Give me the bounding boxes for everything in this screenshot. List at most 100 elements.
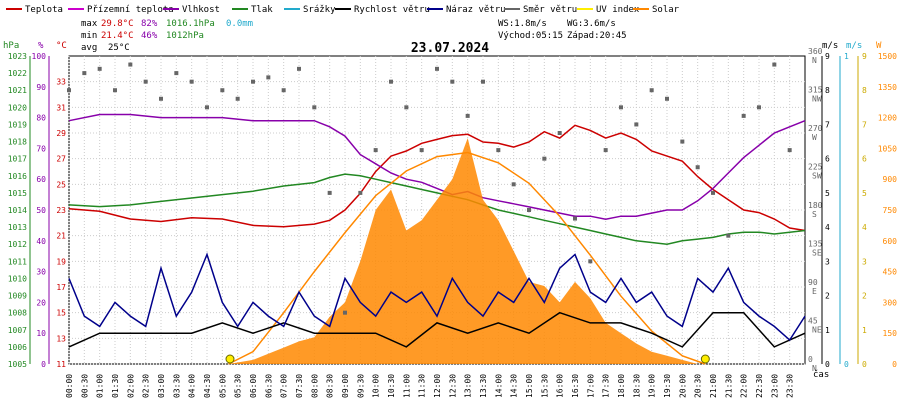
- tick-solar: 1350: [878, 83, 897, 92]
- winddir-point: [82, 71, 87, 76]
- x-tick-label: 13:00: [464, 374, 473, 398]
- winddir-point: [711, 190, 715, 195]
- legend-label-8: UV index: [596, 5, 640, 15]
- wind-wg: WG:3.6m/s: [567, 19, 616, 29]
- tick-uv: 6: [862, 155, 867, 164]
- sun-marker-0: [225, 354, 235, 364]
- winddir-point: [741, 113, 746, 118]
- stats-min-label: min: [81, 31, 97, 41]
- x-tick-label: 14:30: [510, 374, 519, 398]
- winddir-point: [757, 105, 761, 110]
- tick-temperature: 33: [56, 78, 66, 87]
- tick-windspeed: 1: [825, 326, 830, 335]
- winddir-point: [373, 148, 378, 153]
- tick-uv: 1: [862, 326, 867, 335]
- tick-uv: 4: [862, 223, 867, 232]
- x-tick-label: 06:30: [264, 374, 273, 398]
- x-tick-label: 23:30: [786, 374, 795, 398]
- winddir-point: [358, 190, 363, 195]
- tick-humidity: 70: [36, 144, 46, 153]
- x-tick-label: 22:00: [740, 374, 749, 398]
- winddir-point: [174, 71, 179, 76]
- tick-winddir-label: W: [812, 133, 817, 142]
- tick-uv: 2: [862, 292, 867, 301]
- tick-pressure: 1016: [8, 172, 27, 181]
- unit-cas: čas: [813, 369, 829, 380]
- tick-uv: 9: [862, 52, 867, 61]
- winddir-point: [389, 79, 393, 84]
- x-tick-label: 04:30: [203, 374, 212, 398]
- tick-windspeed: 0: [825, 360, 830, 369]
- tick-pressure: 1011: [8, 257, 27, 266]
- tick-winddir: 270: [808, 124, 823, 133]
- winddir-point: [343, 310, 347, 315]
- unit-hpa: hPa: [3, 41, 19, 51]
- x-tick-label: 07:00: [280, 374, 289, 398]
- series-4-line: [228, 151, 706, 365]
- winddir-point: [619, 105, 623, 110]
- tick-rain: 1: [844, 52, 849, 61]
- tick-humidity: 0: [41, 360, 46, 369]
- series-2-line: [68, 173, 806, 245]
- unit-degc: °C: [56, 41, 67, 51]
- x-tick-label: 10:00: [372, 374, 381, 398]
- winddir-point: [113, 88, 117, 93]
- tick-winddir-label: SW: [812, 172, 822, 181]
- winddir-point: [312, 105, 317, 110]
- tick-temperature: 17: [56, 283, 66, 292]
- tick-pressure: 1018: [8, 138, 27, 147]
- winddir-point: [726, 233, 731, 238]
- legend-label-5: Rychlost větru: [354, 5, 430, 15]
- tick-pressure: 1008: [8, 309, 27, 318]
- winddir-point: [143, 79, 148, 84]
- winddir-point: [665, 96, 669, 101]
- axes: 00:00 00:30 01:00 01:30 02:00 02:30 03:00 03:30…: [8, 47, 897, 398]
- tick-windspeed: 8: [825, 86, 830, 95]
- plot-area: [67, 62, 806, 365]
- info-panel: max 29.8°C 82% 1016.1hPa 0.0mm min 21.4°…: [3, 19, 882, 380]
- winddir-point: [649, 88, 654, 93]
- legend-label-9: Solar: [652, 5, 680, 15]
- tick-winddir: 0: [808, 355, 813, 364]
- winddir-point: [220, 88, 225, 93]
- stats-max-rain: 0.0mm: [226, 19, 253, 29]
- legend-label-3: Tlak: [251, 5, 273, 15]
- tick-solar: 150: [883, 329, 898, 338]
- winddir-point: [695, 165, 700, 170]
- stats-max-label: max: [81, 19, 98, 29]
- x-tick-label: 21:30: [724, 374, 733, 398]
- tick-temperature: 15: [56, 309, 66, 318]
- x-tick-label: 15:30: [540, 374, 549, 398]
- x-tick-label: 01:00: [96, 374, 105, 398]
- x-tick-label: 05:30: [234, 374, 243, 398]
- x-tick-label: 03:30: [172, 374, 181, 398]
- tick-uv: 5: [862, 189, 867, 198]
- tick-solar: 1500: [878, 52, 897, 61]
- series-3-area: [228, 138, 698, 364]
- winddir-point: [511, 182, 516, 187]
- series-5-line: [68, 311, 806, 348]
- winddir-point: [573, 216, 577, 221]
- x-tick-label: 01:30: [111, 374, 120, 398]
- tick-solar: 750: [883, 206, 898, 215]
- tick-pressure: 1012: [8, 240, 27, 249]
- chart-title: 23.07.2024: [411, 41, 489, 56]
- tick-solar: 300: [883, 298, 898, 307]
- winddir-point: [159, 96, 163, 101]
- winddir-point: [603, 148, 608, 153]
- x-tick-label: 05:00: [218, 374, 227, 398]
- winddir-point: [67, 88, 71, 93]
- winddir-point: [297, 66, 301, 71]
- tick-windspeed: 9: [825, 52, 830, 61]
- sunset-time: Západ:20:45: [567, 31, 627, 41]
- tick-humidity: 90: [36, 83, 46, 92]
- winddir-point: [450, 79, 455, 84]
- winddir-point: [435, 66, 439, 71]
- winddir-point: [266, 75, 271, 80]
- tick-winddir-label: N: [812, 56, 817, 65]
- unit-ms-1: m/s: [822, 41, 838, 51]
- x-tick-label: 14:00: [494, 374, 503, 398]
- tick-pressure: 1010: [8, 274, 27, 283]
- tick-solar: 900: [883, 175, 898, 184]
- tick-pressure: 1013: [8, 223, 27, 232]
